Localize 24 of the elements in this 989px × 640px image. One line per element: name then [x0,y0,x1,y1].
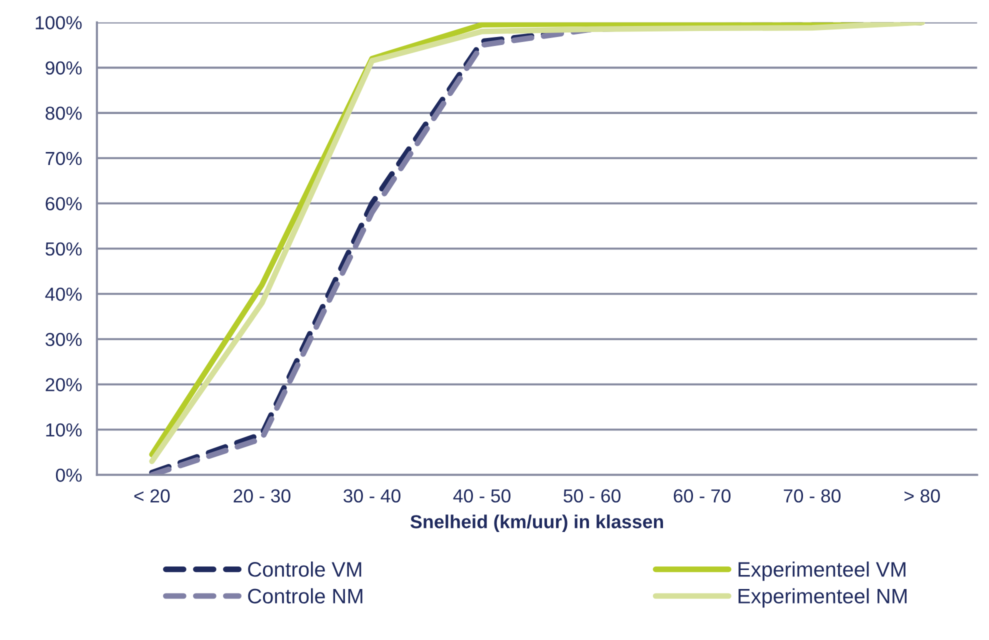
x-tick-label: > 80 [904,489,940,503]
y-tick-label: 90% [46,61,82,75]
x-axis-title: Snelheid (km/uur) in klassen [410,514,663,532]
x-tick-label: 20 - 30 [234,489,290,503]
y-tick-label: 100% [36,16,82,30]
y-tick-label: 50% [46,242,82,256]
x-tick-label: < 20 [134,489,170,503]
y-tick-label: 60% [46,197,82,210]
y-tick-label: 40% [45,288,82,301]
y-tick-label: 20% [46,378,82,392]
legend-label: Controle NM [248,588,362,604]
legend-label: Controle VM [248,562,362,577]
y-tick-label: 70% [46,152,82,166]
x-tick-label: 60 - 70 [674,489,731,503]
legend-label: Experimenteel VM [738,562,906,581]
y-tick-label: 0% [56,468,82,482]
y-tick-label: 10% [46,423,82,437]
legend-label: Experimenteel NM [738,588,907,608]
y-tick-label: 80% [46,106,82,120]
x-tick-label: 70 - 80 [784,489,841,503]
x-tick-label: 50 - 60 [564,489,620,503]
x-tick-label: 40 - 50 [453,489,510,503]
y-tick-label: 30% [46,332,82,346]
x-tick-label: 30 - 40 [344,489,400,503]
